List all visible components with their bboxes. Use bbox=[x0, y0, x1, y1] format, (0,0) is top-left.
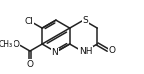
Text: CH₃: CH₃ bbox=[0, 40, 13, 49]
Text: Cl: Cl bbox=[24, 17, 33, 26]
Text: O: O bbox=[108, 46, 115, 55]
Text: O: O bbox=[26, 60, 33, 69]
Text: O: O bbox=[12, 40, 19, 49]
Text: N: N bbox=[52, 48, 58, 57]
Text: S: S bbox=[83, 16, 88, 25]
Text: NH: NH bbox=[79, 47, 92, 56]
